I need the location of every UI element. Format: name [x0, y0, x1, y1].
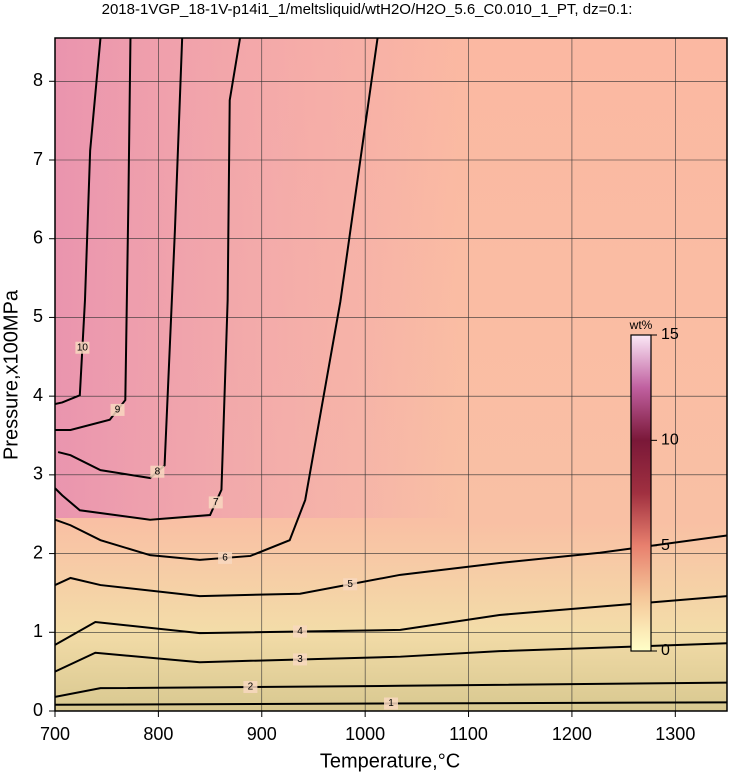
- colorbar-tick-label: 15: [661, 326, 679, 343]
- colorbar-tick-label: 0: [661, 642, 670, 659]
- y-tick-label: 0: [33, 700, 43, 720]
- contour-label: 8: [155, 466, 161, 477]
- y-tick-label: 6: [33, 227, 43, 247]
- contour-label-bg: [75, 341, 90, 354]
- x-tick-label: 900: [247, 724, 277, 744]
- contour-label-bg: [293, 653, 308, 666]
- colorbar-tick-label: 10: [661, 432, 679, 449]
- x-tick-label: 1100: [449, 724, 488, 744]
- colorbar: wt% 0 5 10 15: [629, 318, 679, 659]
- plot-frame: [54, 37, 728, 712]
- contour-label-bg: [243, 680, 258, 693]
- y-tick-label: 5: [33, 306, 43, 326]
- contour-label: 10: [77, 342, 89, 353]
- y-tick-label: 1: [33, 621, 43, 641]
- y-tick-label: 4: [33, 385, 43, 405]
- plot-area: 1 2 3 4 5 6 7 8 9 10: [55, 38, 727, 711]
- contour-line: [55, 38, 242, 521]
- chart-title: 2018-1VGP_18-1V-p14i1_1/meltsliquid/wtH2…: [102, 1, 633, 18]
- contour-label: 3: [297, 654, 303, 665]
- y-tick-label: 3: [33, 464, 43, 484]
- contour-label-bg: [384, 697, 398, 710]
- contour-label-bg: [293, 625, 308, 638]
- x-tick-label: 700: [40, 724, 70, 744]
- contour-label: 4: [297, 626, 303, 637]
- contour-label-bg: [343, 578, 358, 591]
- y-tick-label: 7: [33, 149, 43, 169]
- contour-line: [55, 534, 727, 598]
- contour-label: 1: [388, 698, 394, 709]
- contour-label-bg: [110, 403, 125, 416]
- contour-label: 9: [115, 405, 121, 416]
- x-axis-label: Temperature,°C: [320, 750, 460, 772]
- colorbar-scale: [630, 334, 652, 652]
- y-tick-label: 2: [33, 542, 43, 562]
- contour-label-bg: [218, 551, 233, 564]
- contour-label: 2: [248, 682, 254, 693]
- plot-shade: [55, 38, 727, 518]
- contour-line: [57, 38, 184, 480]
- colorbar-label: wt%: [629, 318, 653, 332]
- contour-label-bg: [150, 465, 165, 478]
- colorbar-tick-label: 5: [661, 537, 670, 554]
- x-tick-label: 1000: [345, 724, 385, 744]
- y-tick-label: 8: [33, 70, 43, 90]
- x-tick-label: 800: [143, 724, 173, 744]
- y-axis-label: Pressure,x100MPa: [0, 289, 22, 460]
- contour-label-bg: [208, 496, 223, 509]
- x-tick-label: 1200: [552, 724, 592, 744]
- contour-label: 6: [222, 553, 228, 564]
- x-tick-label: 1300: [655, 724, 695, 744]
- contour-label: 5: [347, 579, 353, 590]
- contour-label: 7: [213, 497, 219, 508]
